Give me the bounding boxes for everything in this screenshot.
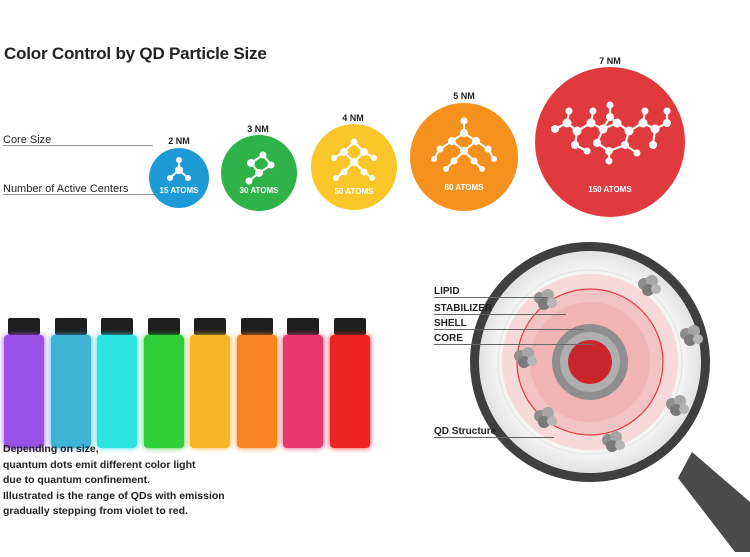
description-line: gradually stepping from violet to red. — [3, 505, 188, 517]
stabilizer-label: STABILIZER — [434, 303, 493, 314]
atom-count: 50 ATOMS — [334, 187, 374, 196]
molecule-icon — [431, 117, 497, 172]
shell-label: SHELL — [434, 318, 467, 329]
particle-size-label: 7 NM — [599, 56, 621, 66]
qd-structure-caption: QD Structure — [434, 426, 497, 437]
vial-liquid — [51, 335, 91, 448]
shell-line — [434, 329, 584, 330]
page-title: Color Control by QD Particle Size — [4, 44, 267, 63]
particle-size-label: 4 NM — [342, 113, 364, 123]
vial-liquid — [144, 335, 184, 448]
vial-cap — [101, 318, 133, 335]
particle-size-label: 5 NM — [453, 91, 475, 101]
active-centers-line — [3, 194, 155, 195]
core-label: CORE — [434, 333, 463, 344]
core-line — [434, 344, 594, 345]
vial-cap — [287, 318, 319, 335]
core-size-line — [3, 145, 153, 146]
molecule-icon — [167, 157, 191, 181]
core-size-label: Core Size — [3, 134, 52, 146]
vial-liquid — [330, 335, 370, 448]
vial-liquid — [4, 335, 44, 448]
vial-cap — [194, 318, 226, 335]
molecule-icon — [331, 138, 377, 181]
lipid-line — [434, 297, 548, 298]
vial-cap — [8, 318, 40, 335]
vial-cap — [148, 318, 180, 335]
vial-liquid — [283, 335, 323, 448]
description-line: quantum dots emit different color light — [3, 458, 196, 471]
vial-cap — [334, 318, 366, 335]
vial-cap — [55, 318, 87, 335]
particle-circle: 15 ATOMS — [149, 148, 209, 208]
atom-count: 30 ATOMS — [239, 186, 279, 195]
description-text: Depending on size, quantum dots emit dif… — [3, 442, 225, 520]
stabilizer-line — [434, 314, 566, 315]
magnifier-icon — [470, 242, 750, 552]
description-line: Illustrated is the range of QDs with emi… — [3, 489, 225, 502]
atom-count: 15 ATOMS — [159, 186, 199, 195]
particle-size-label: 3 NM — [247, 124, 269, 134]
atom-count: 150 ATOMS — [588, 185, 632, 194]
vial-liquid — [97, 335, 137, 448]
description-line: due to quantum confinement. — [3, 474, 150, 486]
atom-count: 80 ATOMS — [444, 183, 484, 192]
vial-liquid — [190, 335, 230, 448]
vial-cap — [241, 318, 273, 335]
particle-circle: 80 ATOMS — [410, 103, 518, 211]
qd-structure-diagram: LIPID STABILIZER SHELL CORE QD Structure — [400, 240, 750, 552]
particle-circle: 150 ATOMS — [535, 67, 685, 217]
molecule-icon — [245, 151, 275, 185]
particle-size-label: 2 NM — [168, 136, 190, 146]
vial-liquid — [237, 335, 277, 448]
active-centers-label: Number of Active Centers — [3, 183, 129, 195]
qd-structure-line — [434, 437, 554, 438]
description-line: Depending on size, — [3, 443, 99, 455]
particle-circle: 30 ATOMS — [221, 135, 297, 211]
lipid-label: LIPID — [434, 286, 460, 297]
particle-circle: 50 ATOMS — [311, 124, 397, 210]
molecule-icon — [551, 101, 671, 165]
